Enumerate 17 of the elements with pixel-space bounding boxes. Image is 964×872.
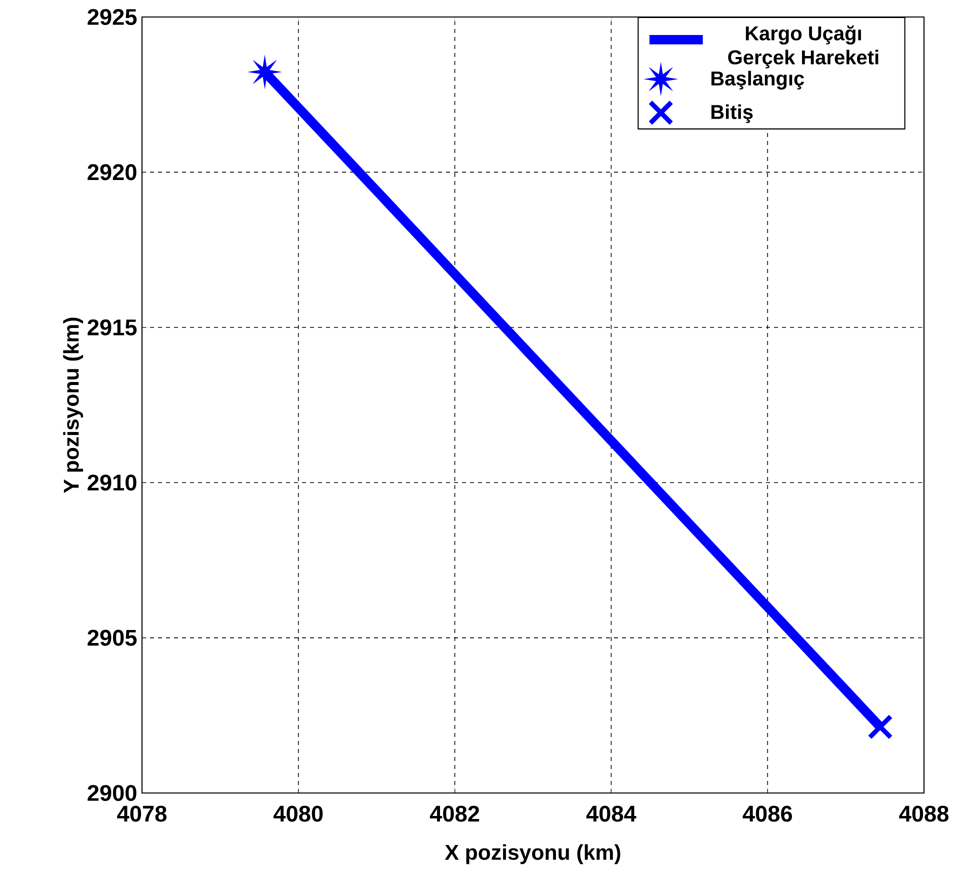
- x-tick-label: 4078: [117, 806, 167, 822]
- x-tick-label: 4080: [274, 806, 323, 822]
- x-tick-label: 4088: [899, 806, 949, 822]
- x-axis-title: X pozisyonu (km): [444, 844, 620, 864]
- y-tick-label: 2900: [88, 784, 136, 802]
- y-tick-label: 2905: [88, 630, 137, 646]
- y-tick-label: 2910: [88, 474, 136, 491]
- x-tick-label: 4082: [430, 806, 480, 822]
- x-tick-label: 4084: [586, 806, 636, 822]
- y-tick-label: 2915: [88, 319, 137, 336]
- y-tick-label: 2925: [88, 8, 137, 26]
- legend-label: Başlangıç: [711, 70, 804, 90]
- x-tick-label: 4086: [742, 806, 792, 822]
- legend-label: Kargo Uçağı Gerçek Hareketi: [728, 26, 878, 68]
- y-tick-label: 2920: [88, 164, 136, 180]
- y-axis-title: Y pozisyonu (km): [63, 318, 84, 493]
- legend-label: Bitiş: [711, 104, 753, 124]
